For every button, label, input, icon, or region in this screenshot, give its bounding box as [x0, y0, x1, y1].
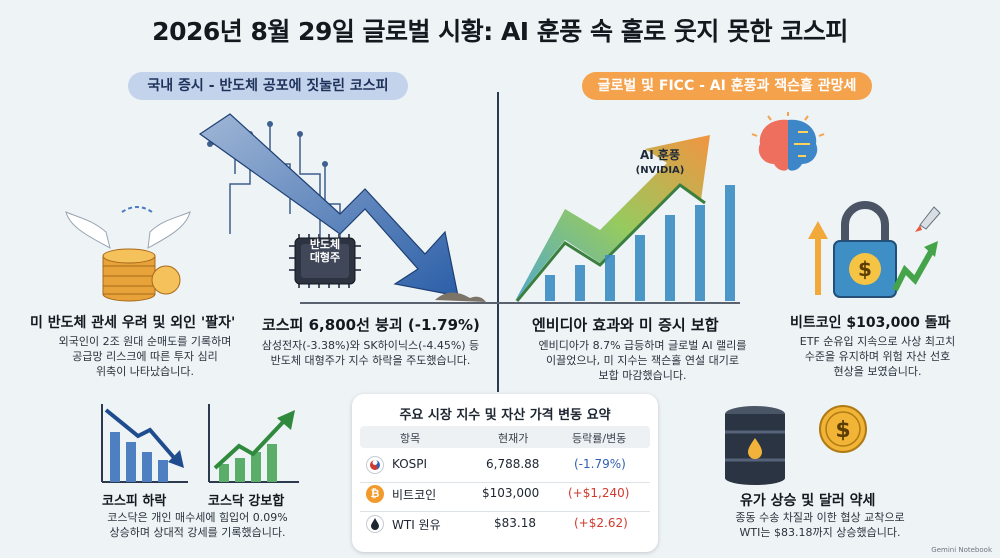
- kospi-down-label: 코스피 하락: [102, 494, 167, 509]
- oil-barrel-icon: [725, 406, 785, 485]
- padlock-dollar-icon: $: [833, 201, 897, 298]
- kospi-down-chart-icon: [101, 404, 188, 483]
- row-divider: [360, 482, 650, 483]
- bitcoin-text: ETF 순유입 지속으로 사상 최고치 수준을 유지하며 위험 자산 선호 현상…: [770, 334, 985, 379]
- foreign-selling-text: 외국인이 2조 원대 순매도를 기록하며 공급망 리스크에 따른 투자 심리 위…: [30, 334, 260, 379]
- chip-label: 반도체 대형주: [300, 238, 350, 264]
- row-change: (+$2.62): [574, 516, 628, 530]
- ai-label: AI 훈풍 (NVIDIA): [620, 148, 700, 178]
- row-price: $83.18: [494, 516, 536, 530]
- text-line: 코스닥은 개인 매수세에 힘입어 0.09%: [107, 511, 288, 524]
- kospi-crash-heading: 코스피 6,800선 붕괴 (-1.79%): [262, 316, 480, 334]
- chip-label-line: 반도체: [309, 238, 341, 251]
- header-item: 항목: [400, 432, 421, 445]
- kosdaq-up-label: 코스닥 강보합: [208, 494, 285, 509]
- kosdaq-text: 코스닥은 개인 매수세에 힘입어 0.09% 상승하며 상대적 강세를 기록했습…: [80, 510, 315, 540]
- ai-label-line: (NVIDIA): [635, 165, 685, 176]
- flying-coins-icon: [65, 206, 191, 302]
- table-header: 항목 현재가 등락률/변동: [360, 426, 650, 448]
- text-line: 엔비디아가 8.7% 급등하며 글로벌 AI 랠리를: [538, 339, 747, 352]
- watermark: Gemini Notebook: [931, 546, 992, 554]
- text-line: 위축이 나타났습니다.: [95, 365, 195, 378]
- row-price: $103,000: [482, 486, 540, 500]
- text-line: ETF 순유입 지속으로 사상 최고치: [799, 335, 956, 348]
- domestic-banner: 국내 증시 - 반도체 공포에 짓눌린 코스피: [128, 72, 408, 100]
- dollar-coin-icon: $: [819, 405, 867, 453]
- kospi-crash-text: 삼성전자(-3.38%)와 SK하이닉스(-4.45%) 등 반도체 대형주가 …: [248, 338, 493, 368]
- oil-dollar-heading: 유가 상승 및 달러 약세: [740, 493, 876, 509]
- bitcoin-icon: ₿: [366, 485, 384, 503]
- panel-title: 주요 시장 지수 및 자산 가격 변동 요약: [399, 408, 611, 423]
- text-line: 종동 수송 차질과 이한 협상 교착으로: [735, 511, 905, 524]
- global-banner: 글로벌 및 FICC - AI 훈풍과 잭슨홀 관망세: [582, 72, 872, 100]
- svg-text:$: $: [835, 418, 850, 443]
- text-line: 상승하며 상대적 강세를 기록했습니다.: [109, 526, 286, 539]
- bitcoin-heading: 비트코인 $103,000 돌파: [790, 315, 951, 331]
- text-line: 공급망 리스크에 따른 투자 심리: [72, 350, 218, 363]
- oil-drop-icon: [366, 515, 384, 533]
- semiconductor-chip-icon: [289, 234, 361, 288]
- text-line: 이끌었으나, 미 지수는 잭슨홀 연설 대기로: [545, 354, 740, 367]
- header-price: 현재가: [498, 432, 529, 445]
- svg-text:$: $: [858, 257, 872, 281]
- market-summary-panel: 주요 시장 지수 및 자산 가격 변동 요약 항목 현재가 등락률/변동 KOS…: [352, 394, 658, 552]
- row-divider: [360, 511, 650, 512]
- text-line: 삼성전자(-3.38%)와 SK하이닉스(-4.45%) 등: [261, 339, 480, 352]
- korea-flag-icon: [366, 456, 384, 474]
- center-divider: [497, 92, 499, 392]
- chip-label-line: 대형주: [309, 251, 341, 264]
- row-name: 비트코인: [392, 488, 437, 502]
- text-line: 외국인이 2조 원대 순매도를 기록하며: [58, 335, 232, 348]
- nvidia-text: 엔비디아가 8.7% 급등하며 글로벌 AI 랠리를 이끌었으나, 미 지수는 …: [505, 338, 780, 383]
- header-change: 등락률/변동: [572, 432, 627, 445]
- chart-baseline: [300, 302, 740, 304]
- row-name: KOSPI: [392, 457, 428, 471]
- ai-brain-icon: [751, 112, 825, 171]
- kosdaq-up-chart-icon: [208, 404, 299, 483]
- foreign-selling-heading: 미 반도체 관세 우려 및 외인 '팔자': [30, 315, 236, 331]
- falling-arrow-illustration: [198, 113, 486, 302]
- row-change: (-1.79%): [574, 457, 626, 471]
- text-line: 수준을 유지하며 위험 자산 선호: [804, 350, 951, 363]
- nvidia-heading: 엔비디아 효과와 미 증시 보합: [532, 316, 719, 334]
- text-line: 반도체 대형주가 지수 하락을 주도했습니다.: [270, 354, 471, 367]
- text-line: 보합 마감했습니다.: [598, 369, 687, 382]
- text-line: 현상을 보였습니다.: [833, 365, 922, 378]
- rising-arrow-illustration: [515, 135, 735, 302]
- page-title: 2026년 8월 29일 글로벌 시황: AI 훈풍 속 홀로 웃지 못한 코스…: [152, 17, 848, 46]
- text-line: WTI는 $83.18까지 상승했습니다.: [739, 526, 901, 539]
- row-name: WTI 원유: [392, 518, 441, 532]
- row-price: 6,788.88: [486, 457, 540, 471]
- oil-dollar-text: 종동 수송 차질과 이한 협상 교착으로 WTI는 $83.18까지 상승했습니…: [700, 510, 940, 540]
- row-change: (+$1,240): [568, 486, 630, 500]
- growth-arrows-icon: [808, 206, 941, 295]
- ai-label-line: AI 훈풍: [639, 148, 680, 162]
